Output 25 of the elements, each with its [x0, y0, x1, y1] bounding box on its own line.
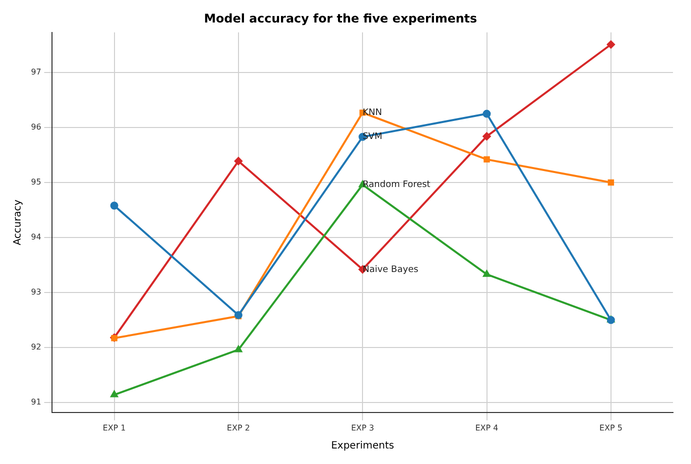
x-tick-label: EXP 3: [351, 423, 374, 432]
point: [110, 390, 118, 398]
point: [482, 132, 491, 140]
y-tick-label: 96: [30, 122, 42, 132]
point: [482, 110, 491, 118]
chart-title: Model accuracy for the five experiments: [204, 11, 478, 26]
point: [110, 202, 118, 210]
point: [234, 157, 242, 166]
point: [608, 179, 614, 186]
y-tick-label: 97: [30, 68, 42, 77]
point: [606, 40, 615, 48]
x-tick-label: EXP 5: [599, 423, 622, 432]
y-tick-label: 91: [30, 398, 42, 407]
y-tick-label: 95: [30, 178, 42, 187]
x-tick-label: EXP 1: [102, 423, 126, 432]
x-tick-label: EXP 4: [475, 423, 498, 432]
y-tick-label: 93: [30, 288, 42, 297]
x-tick-label: EXP 2: [226, 423, 250, 432]
point: [234, 346, 242, 352]
y-tick-label: 92: [30, 342, 42, 352]
y-tick-label: 94: [30, 232, 42, 242]
y-axis-title: Accuracy: [12, 199, 24, 246]
point: [484, 156, 490, 163]
x-axis-title: Experiments: [331, 440, 394, 452]
point: [483, 270, 490, 277]
